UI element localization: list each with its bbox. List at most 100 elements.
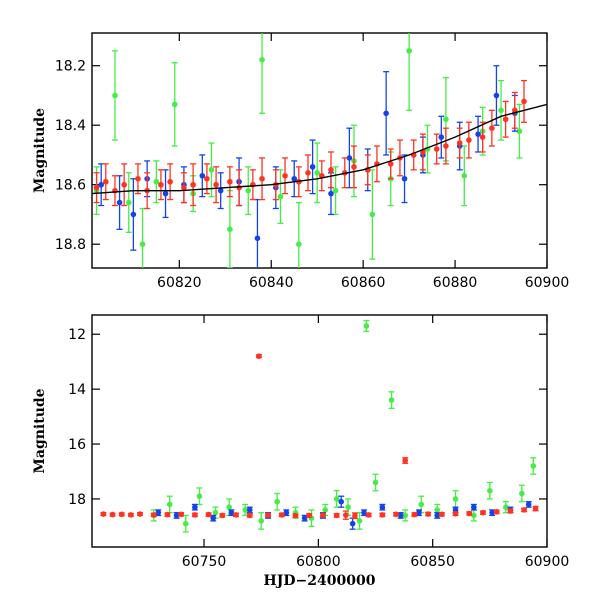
y-tick-label: 18	[68, 492, 86, 508]
data-point	[227, 226, 233, 233]
data-point	[265, 512, 271, 518]
data-point	[277, 193, 284, 200]
data-point	[314, 170, 321, 176]
data-point	[333, 512, 340, 519]
data-point	[322, 507, 329, 513]
x-tick-label: 60880	[433, 275, 478, 291]
data-point	[456, 140, 463, 146]
data-point	[164, 511, 171, 518]
data-point	[245, 187, 252, 194]
data-point	[246, 512, 253, 519]
data-point	[171, 101, 178, 108]
data-point	[443, 143, 449, 149]
data-point	[242, 507, 248, 513]
data-point	[383, 110, 389, 117]
data-point	[519, 490, 525, 497]
data-point	[379, 512, 386, 518]
data-point	[493, 92, 500, 99]
data-point	[100, 511, 107, 517]
data-point	[387, 161, 394, 167]
data-point	[208, 167, 215, 173]
data-point	[98, 181, 104, 188]
data-point	[425, 511, 431, 517]
data-point	[153, 178, 160, 185]
data-point	[406, 48, 412, 54]
x-tick-label: 60860	[341, 275, 386, 291]
data-point	[190, 181, 196, 188]
data-point	[516, 128, 523, 134]
data-point	[434, 512, 441, 519]
data-point	[525, 501, 532, 508]
data-point	[139, 241, 146, 248]
top-light-curve-panel: 60820 60840 60860 60880 60900 18.2 18.4 18.6 18.…	[32, 32, 570, 291]
data-point	[320, 512, 326, 518]
data-point	[471, 504, 477, 510]
y-axis-label: Magnitude	[32, 388, 48, 473]
data-point	[479, 134, 486, 140]
x-tick-label: 60900	[525, 275, 570, 291]
data-point	[125, 199, 132, 206]
data-point	[411, 511, 418, 518]
plot-area	[92, 33, 547, 268]
data-point	[296, 241, 302, 248]
x-tick-label: 60800	[296, 554, 341, 570]
data-point	[452, 496, 459, 502]
data-point	[363, 323, 370, 329]
data-point	[402, 457, 409, 464]
data-point	[196, 493, 203, 500]
data-point	[401, 175, 408, 182]
data-point	[369, 211, 376, 218]
data-point	[361, 509, 367, 516]
data-point	[502, 116, 509, 123]
data-point	[351, 164, 357, 170]
data-point	[93, 184, 100, 191]
data-point	[109, 511, 116, 518]
series-red	[93, 79, 528, 210]
y-axis-label: Magnitude	[32, 108, 48, 193]
data-point	[418, 501, 425, 508]
y-tick-label: 12	[68, 327, 86, 343]
model-curve	[92, 103, 547, 195]
data-point	[210, 515, 216, 521]
data-point	[471, 512, 477, 519]
data-point	[487, 487, 493, 494]
data-point	[301, 515, 308, 521]
x-axis-label: HJD−2400000	[264, 573, 376, 589]
y-tick-label: 18.8	[55, 237, 86, 253]
data-point	[434, 507, 441, 513]
x-tick-label: 60820	[157, 275, 202, 291]
data-point	[217, 187, 224, 194]
data-point	[259, 175, 265, 182]
data-point	[135, 175, 141, 182]
data-point	[365, 512, 372, 518]
data-point	[228, 509, 235, 516]
data-point	[328, 190, 334, 197]
data-point	[182, 520, 189, 527]
data-point	[521, 98, 527, 105]
data-point	[461, 172, 468, 179]
data-point	[192, 504, 198, 510]
data-point	[342, 512, 349, 518]
data-point	[493, 509, 500, 515]
data-point	[256, 353, 262, 359]
data-point	[388, 397, 395, 403]
data-point	[278, 512, 285, 518]
data-point	[199, 172, 206, 179]
data-point	[116, 199, 123, 206]
data-point	[150, 512, 157, 518]
y-tick-label: 18.4	[55, 118, 86, 134]
data-point	[282, 172, 288, 179]
data-point	[480, 509, 486, 516]
data-point	[274, 498, 281, 505]
data-point	[291, 175, 298, 182]
data-point	[439, 511, 445, 518]
plot-area	[100, 319, 539, 533]
data-point	[338, 498, 345, 505]
data-point	[212, 509, 219, 516]
y-tick-label: 14	[68, 382, 86, 398]
data-point	[128, 512, 134, 518]
data-point	[333, 496, 340, 502]
data-point	[379, 504, 386, 510]
data-point	[233, 512, 239, 518]
